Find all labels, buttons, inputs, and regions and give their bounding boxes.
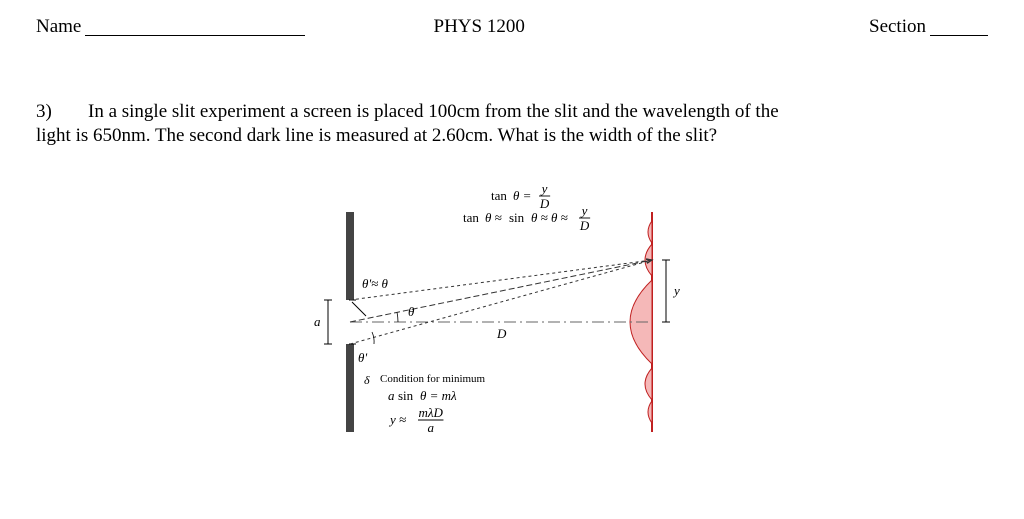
svg-text:Condition for minimum: Condition for minimum (380, 373, 486, 385)
svg-text:a: a (388, 388, 395, 403)
course-code: PHYS 1200 (309, 16, 649, 38)
name-label: Name (36, 16, 81, 38)
svg-text:a: a (314, 314, 321, 329)
question-text-line2: light is 650nm. The second dark line is … (36, 125, 717, 146)
section-blank (930, 17, 988, 36)
svg-text:D: D (496, 326, 507, 341)
svg-text:mλD: mλD (419, 405, 444, 420)
svg-text:θ: θ (408, 304, 415, 319)
svg-text:sin: sin (509, 210, 525, 225)
question-number: 3) (36, 100, 88, 124)
svg-text:tan: tan (491, 188, 507, 203)
section-label: Section (869, 16, 926, 38)
svg-text:D: D (579, 218, 590, 233)
svg-text:θ =: θ = (513, 188, 531, 203)
svg-text:tan: tan (463, 210, 479, 225)
svg-text:D: D (539, 196, 550, 211)
svg-text:θ = mλ: θ = mλ (420, 388, 457, 403)
svg-text:sin: sin (398, 388, 414, 403)
svg-text:y: y (672, 283, 680, 298)
question-text-line1: In a single slit experiment a screen is … (88, 101, 779, 122)
svg-text:a: a (427, 420, 434, 435)
svg-text:θ'≈ θ: θ'≈ θ (362, 276, 389, 291)
name-blank (85, 17, 305, 36)
svg-text:y: y (580, 203, 588, 218)
svg-text:θ': θ' (358, 350, 367, 365)
svg-text:θ ≈: θ ≈ (485, 210, 502, 225)
question-block: 3)In a single slit experiment a screen i… (36, 100, 988, 148)
diffraction-figure: aθθ'θ'≈ θδDytanθ =yDtanθ ≈sinθ ≈ θ ≈yDCo… (252, 172, 772, 468)
worksheet-header: Name PHYS 1200 Section (36, 8, 988, 38)
figure-svg: aθθ'θ'≈ θδDytanθ =yDtanθ ≈sinθ ≈ θ ≈yDCo… (252, 172, 772, 462)
svg-text:y ≈: y ≈ (388, 412, 406, 427)
svg-text:θ ≈ θ ≈: θ ≈ θ ≈ (531, 210, 568, 225)
svg-text:y: y (540, 181, 548, 196)
svg-text:δ: δ (364, 373, 370, 387)
